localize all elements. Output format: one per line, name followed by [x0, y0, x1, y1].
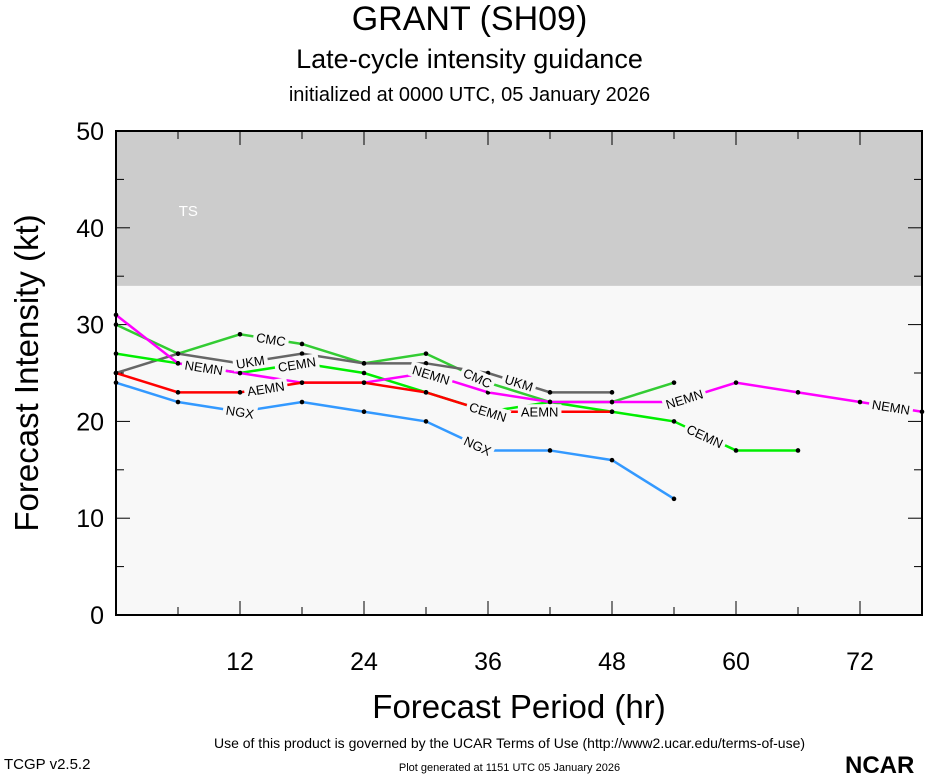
nemn-label: NEMN [184, 357, 224, 378]
cmc-label: CMC [255, 330, 287, 349]
x-tick-label: 60 [722, 648, 750, 676]
nemn-label-bg [180, 356, 227, 379]
cemn-point [671, 419, 677, 424]
aemn-point [361, 380, 367, 385]
aemn-point [175, 390, 181, 395]
ts-band [116, 131, 922, 286]
cemn-point [361, 370, 367, 376]
ngx-point [175, 399, 181, 405]
nemn-point [609, 399, 615, 405]
ngx-line [115, 381, 675, 500]
x-tick-label: 24 [350, 648, 378, 676]
cemn-label: CEMN [277, 354, 317, 375]
cemn-label-bg [273, 353, 320, 375]
nemn-point [175, 361, 181, 366]
x-tick-label: 36 [474, 648, 502, 676]
aemn-point [609, 409, 615, 415]
y-tick-label: 0 [90, 602, 104, 630]
ukm-label-bg [231, 351, 269, 372]
generated-time: Plot generated at 1151 UTC 05 January 20… [398, 762, 621, 774]
ngx-point [299, 399, 305, 405]
terms-of-use: Use of this product is governed by the U… [213, 735, 806, 751]
cmc-label-bg [252, 328, 290, 350]
x-tick-label: 12 [226, 648, 254, 676]
ngx-label-bg [459, 431, 497, 460]
y-axis-label: Forecast Intensity (kt) [8, 214, 45, 531]
nemn-line [115, 313, 923, 413]
ukm-point [299, 351, 305, 356]
ukm-point [609, 390, 615, 395]
aemn-point [299, 380, 305, 385]
y-tick-label: 30 [76, 312, 104, 340]
cmc-point [237, 331, 243, 337]
ukm-label-group: UKM [231, 351, 269, 372]
nemn-label-bg [660, 385, 708, 413]
cmc-point [423, 351, 429, 356]
aemn-label-bg [243, 377, 289, 400]
ukm-point [361, 361, 367, 366]
ngx-point [361, 409, 367, 415]
ngx-point [547, 448, 553, 453]
chart-title: GRANT (SH09) [351, 0, 588, 38]
aemn-point [237, 390, 243, 395]
ukm-label-bg [500, 370, 538, 396]
nemn-label-bg [407, 360, 455, 389]
aemn-label-group: AEMN [517, 404, 562, 420]
cemn-point [795, 448, 801, 453]
cmc-point [671, 380, 677, 385]
ngx-label-group: NGX [221, 401, 259, 422]
nemn-label-group: NEMN [180, 356, 227, 379]
aemn-label: AEMN [246, 379, 285, 400]
x-axis-label: Forecast Period (hr) [372, 688, 665, 725]
plot-frame [115, 130, 923, 616]
aemn-label: AEMN [521, 405, 559, 420]
nemn-point [237, 370, 243, 376]
aemn-label-bg [517, 404, 562, 420]
y-tick-label: 10 [76, 505, 104, 533]
ngx-point [423, 419, 429, 424]
ngx-point [609, 457, 615, 463]
aemn-label-group: AEMN [243, 377, 289, 400]
ukm-point [423, 361, 429, 366]
y-tick-label: 20 [76, 408, 104, 436]
ukm-point [175, 351, 181, 356]
y-tick-label: 40 [76, 215, 104, 243]
nemn-label-group: NEMN [867, 396, 915, 418]
x-tick-label: 72 [846, 648, 874, 676]
chart-subtitle: Late-cycle intensity guidance [296, 44, 643, 74]
ukm-label: UKM [235, 353, 266, 372]
ngx-point [671, 496, 677, 502]
nemn-point [547, 399, 553, 405]
ncar-logo: NCAR [845, 752, 915, 779]
cmc-label-group: CMC [252, 328, 290, 350]
cemn-label-bg [464, 397, 512, 426]
cemn-point [733, 448, 739, 453]
ts-band-label: TS [179, 203, 198, 220]
cmc-point [299, 341, 305, 347]
ngx-label-bg [221, 401, 259, 422]
nemn-point [857, 399, 863, 405]
ngx-label: NGX [225, 403, 255, 422]
version-label: TCGP v2.5.2 [4, 756, 91, 773]
ukm-point [547, 390, 553, 395]
aemn-point [423, 390, 429, 395]
cmc-label-bg [458, 363, 497, 393]
cemn-label-bg [681, 419, 729, 453]
nemn-label-bg [867, 396, 915, 418]
y-tick-label: 50 [76, 118, 104, 146]
init-time: initialized at 0000 UTC, 05 January 2026 [288, 84, 651, 106]
nemn-point [733, 380, 739, 385]
cemn-label-group: CEMN [273, 353, 320, 375]
x-tick-label: 48 [598, 648, 626, 676]
nemn-point [795, 390, 801, 395]
nemn-label: NEMN [871, 397, 911, 418]
